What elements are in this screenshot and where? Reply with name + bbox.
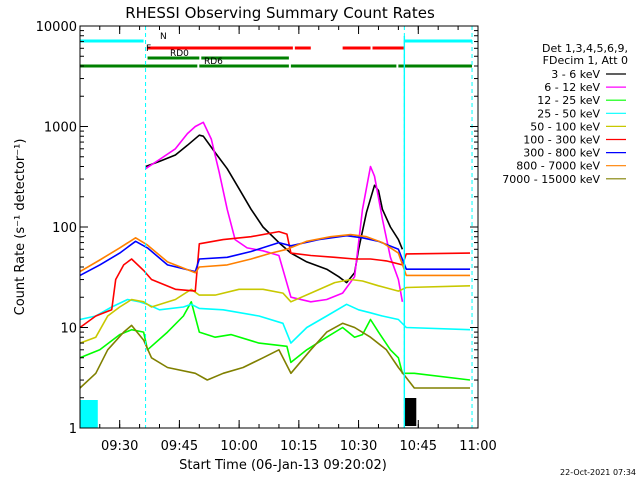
legend-label-4: 50 - 100 keV — [530, 120, 600, 133]
legend-label-6: 300 - 800 keV — [523, 147, 600, 160]
y-tick-label-1: 10 — [60, 322, 77, 337]
legend-label-5: 100 - 300 keV — [523, 134, 600, 147]
legend: Det 1,3,4,5,6,9,FDecim 1, Att 03 - 6 keV… — [502, 42, 628, 186]
shaded-interval-1 — [404, 398, 417, 426]
axes-layer: 1 10 100 1000 10000 09:30 09:45 10:00 10:15 10:30… — [36, 20, 497, 454]
x-tick-label-5: 10:45 — [400, 439, 437, 454]
flag-label-f: F — [146, 44, 151, 54]
x-tick-label-2: 10:00 — [220, 439, 257, 454]
series-layer — [79, 121, 471, 389]
series-line-800-7000-kev — [79, 233, 470, 277]
x-axis-label: Start Time (06-Jan-13 09:20:02) — [179, 458, 387, 473]
flag-label-rd0: RD0 — [170, 49, 189, 59]
legend-label-8: 7000 - 15000 keV — [502, 173, 600, 186]
series-line-6-12-kev — [145, 121, 404, 303]
y-tick-label-3: 1000 — [44, 121, 77, 136]
y-axis-label: Count Rate (s⁻¹ detector⁻¹) — [13, 139, 28, 316]
legend-header-1: FDecim 1, Att 0 — [543, 54, 628, 67]
legend-header-0: Det 1,3,4,5,6,9, — [542, 42, 628, 55]
x-tick-label-4: 10:30 — [340, 439, 377, 454]
series-line-50-100-kev — [79, 278, 471, 344]
shaded-interval-0 — [80, 400, 98, 428]
y-tick-label-2: 100 — [52, 221, 77, 236]
legend-label-3: 25 - 50 keV — [537, 107, 600, 120]
y-tick-label-0: 1 — [69, 422, 77, 437]
series-line-100-300-kev — [79, 230, 471, 329]
legend-label-2: 12 - 25 keV — [537, 94, 600, 107]
x-tick-label-3: 10:15 — [280, 439, 317, 454]
x-tick-label-1: 09:45 — [161, 439, 198, 454]
chart-title: RHESSI Observing Summary Count Rates — [125, 4, 435, 22]
flag-label-n: N — [160, 32, 167, 42]
legend-label-7: 800 - 7000 keV — [516, 160, 600, 173]
x-tick-label-0: 09:30 — [101, 439, 138, 454]
series-line-7000-15000-kev — [79, 322, 470, 389]
x-tick-label-6: 11:00 — [459, 439, 496, 454]
flag-bar-layer: NF RD0 RD6 — [80, 32, 473, 68]
series-line-12-25-kev — [79, 300, 471, 381]
footer-timestamp: 22-Oct-2021 07:34 — [560, 468, 636, 477]
legend-label-1: 6 - 12 keV — [544, 81, 600, 94]
flag-label-rd6: RD6 — [204, 57, 223, 67]
y-tick-label-4: 10000 — [36, 20, 77, 35]
shaded-interval-layer — [80, 398, 417, 428]
series-line-3-6-kev — [145, 134, 404, 284]
legend-label-0: 3 - 6 keV — [551, 68, 600, 81]
interval-marker-layer — [145, 26, 473, 428]
